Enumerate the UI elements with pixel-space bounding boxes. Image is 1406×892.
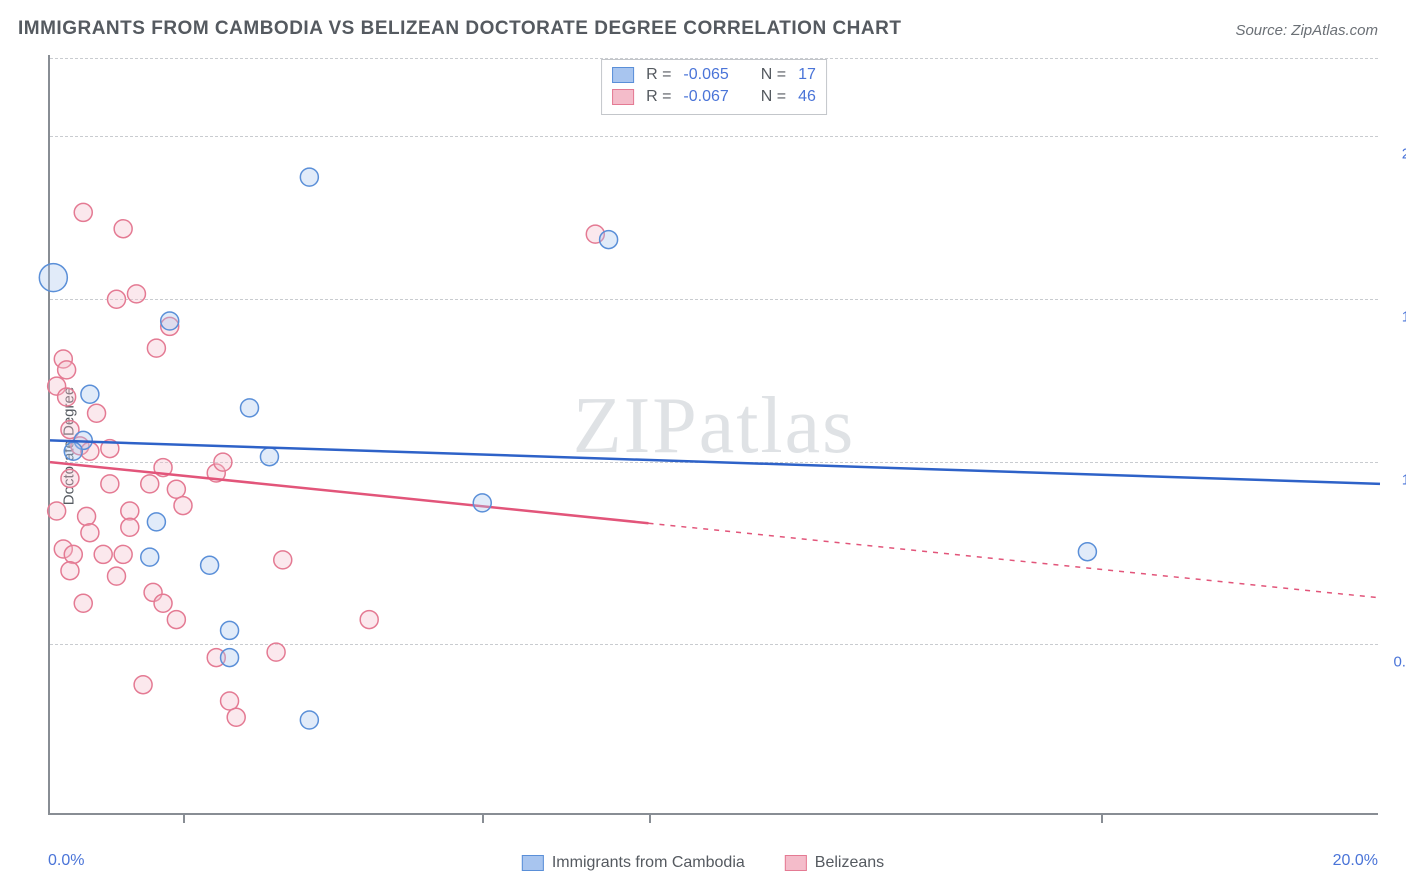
scatter-point-belize (74, 203, 92, 221)
scatter-point-belize (141, 475, 159, 493)
scatter-point-belize (58, 388, 76, 406)
scatter-point-cambodia (221, 621, 239, 639)
x-axis-min-label: 0.0% (48, 852, 84, 870)
scatter-point-belize (167, 480, 185, 498)
legend-label-cambodia: Immigrants from Cambodia (552, 854, 745, 872)
scatter-point-belize (121, 518, 139, 536)
scatter-point-belize (101, 475, 119, 493)
scatter-point-belize (134, 676, 152, 694)
scatter-point-belize (174, 497, 192, 515)
swatch-belize (785, 855, 807, 871)
scatter-point-cambodia (201, 556, 219, 574)
scatter-point-cambodia (161, 312, 179, 330)
plot-svg (50, 55, 1378, 813)
series-legend: Immigrants from Cambodia Belizeans (522, 854, 884, 872)
scatter-point-cambodia (39, 264, 67, 292)
scatter-point-belize (61, 469, 79, 487)
scatter-point-belize (78, 507, 96, 525)
scatter-point-cambodia (300, 711, 318, 729)
y-tick-label: 1.3% (1386, 472, 1406, 489)
scatter-point-cambodia (221, 649, 239, 667)
scatter-point-belize (167, 611, 185, 629)
chart-title: IMMIGRANTS FROM CAMBODIA VS BELIZEAN DOC… (18, 18, 901, 40)
legend-item-cambodia: Immigrants from Cambodia (522, 854, 745, 872)
source-attribution: Source: ZipAtlas.com (1235, 22, 1378, 39)
scatter-point-belize (267, 643, 285, 661)
scatter-point-cambodia (600, 231, 618, 249)
scatter-point-belize (58, 361, 76, 379)
scatter-point-cambodia (147, 513, 165, 531)
scatter-point-cambodia (81, 385, 99, 403)
scatter-point-cambodia (64, 442, 82, 460)
scatter-point-belize (147, 339, 165, 357)
x-tick-mark (183, 813, 185, 823)
scatter-point-cambodia (300, 168, 318, 186)
regression-line-dashed-belize (649, 523, 1381, 598)
scatter-point-belize (48, 502, 66, 520)
scatter-point-cambodia (260, 448, 278, 466)
scatter-point-belize (274, 551, 292, 569)
y-tick-label: 0.63% (1386, 654, 1406, 671)
legend-label-belize: Belizeans (815, 854, 884, 872)
scatter-point-belize (61, 562, 79, 580)
scatter-point-belize (360, 611, 378, 629)
scatter-point-belize (127, 285, 145, 303)
scatter-plot: ZIPatlas 0.63%1.3%1.9%2.5% R = -0.065 N … (48, 55, 1378, 815)
scatter-point-belize (64, 545, 82, 563)
x-tick-mark (1101, 813, 1103, 823)
scatter-point-belize (154, 594, 172, 612)
scatter-point-cambodia (241, 399, 259, 417)
x-axis-max-label: 20.0% (1333, 852, 1378, 870)
regression-line-belize (50, 462, 649, 523)
scatter-point-belize (214, 453, 232, 471)
scatter-point-belize (88, 404, 106, 422)
scatter-point-belize (114, 220, 132, 238)
scatter-point-cambodia (1078, 543, 1096, 561)
scatter-point-cambodia (473, 494, 491, 512)
x-tick-mark (649, 813, 651, 823)
scatter-point-belize (108, 567, 126, 585)
y-tick-label: 2.5% (1386, 146, 1406, 163)
scatter-point-belize (74, 594, 92, 612)
scatter-point-cambodia (141, 548, 159, 566)
scatter-point-belize (81, 524, 99, 542)
legend-item-belize: Belizeans (785, 854, 884, 872)
y-tick-label: 1.9% (1386, 309, 1406, 326)
scatter-point-belize (121, 502, 139, 520)
scatter-point-belize (114, 545, 132, 563)
scatter-point-belize (221, 692, 239, 710)
scatter-point-belize (227, 708, 245, 726)
x-tick-mark (482, 813, 484, 823)
scatter-point-belize (94, 545, 112, 563)
regression-line-cambodia (50, 440, 1380, 483)
swatch-cambodia (522, 855, 544, 871)
scatter-point-belize (108, 290, 126, 308)
